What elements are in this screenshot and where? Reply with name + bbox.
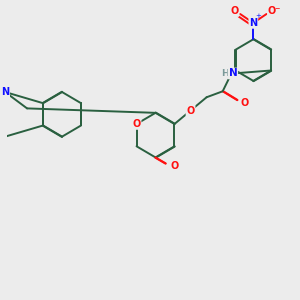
Text: O: O [230, 6, 238, 16]
Text: +: + [256, 14, 262, 20]
Text: O: O [186, 106, 195, 116]
Text: N: N [1, 87, 9, 97]
Text: O: O [170, 161, 178, 171]
Text: H: H [221, 69, 229, 78]
Text: O: O [240, 98, 249, 108]
Text: O⁻: O⁻ [268, 6, 281, 16]
Text: N: N [229, 68, 237, 79]
Text: O: O [132, 119, 141, 129]
Text: N: N [249, 18, 257, 28]
